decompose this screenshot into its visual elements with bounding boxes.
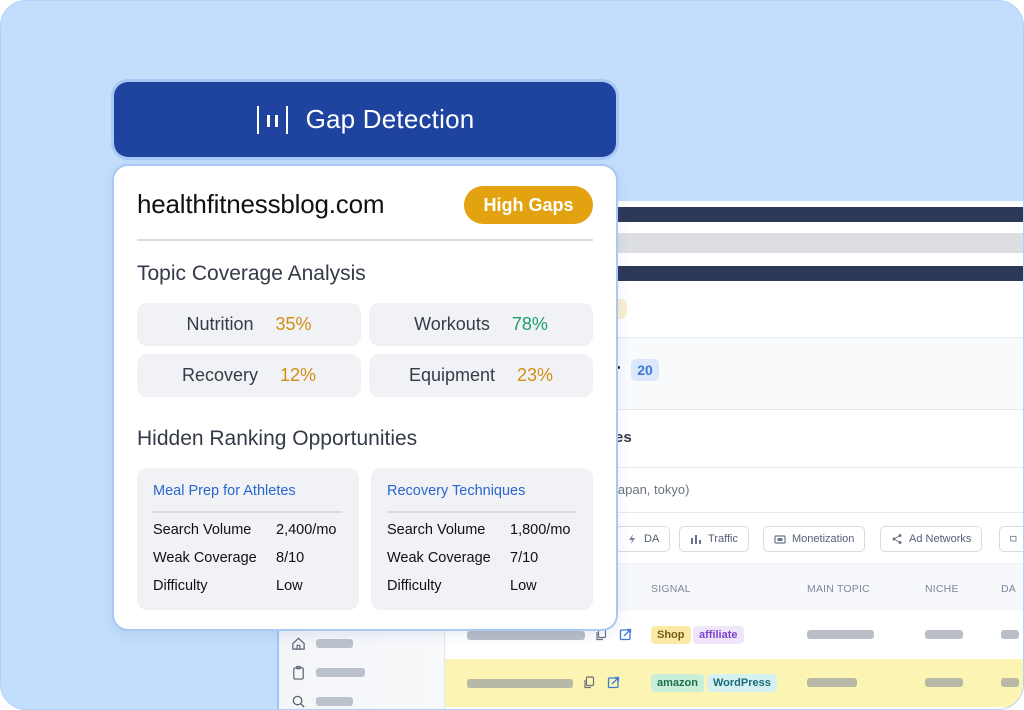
topic-workouts: Workouts 78% <box>369 303 593 346</box>
filter-chip-label: Traffic <box>708 533 738 545</box>
sidebar-item-clipboard[interactable] <box>291 665 365 680</box>
da-placeholder <box>1001 630 1019 639</box>
topic-percentage: 35% <box>275 314 312 334</box>
gap-detection-header: Gap Detection <box>114 82 616 157</box>
bar-chart-icon <box>691 535 701 544</box>
sidebar-item-search[interactable] <box>291 694 353 709</box>
signal-tag: affiliate <box>693 626 744 644</box>
table-row[interactable]: amazon WordPress <box>445 659 1023 707</box>
gap-report-card: healthfitnessblog.com High Gaps Topic Co… <box>114 166 616 629</box>
signal-tag: Shop <box>651 626 691 644</box>
metric-value: 8/10 <box>276 550 305 566</box>
domain-placeholder <box>467 631 585 640</box>
topic-recovery: Recovery 12% <box>137 354 361 397</box>
bar-chart-icon <box>256 105 288 134</box>
chat-icon <box>1010 535 1017 542</box>
divider <box>137 239 593 241</box>
column-header-main-topic[interactable]: MAIN TOPIC <box>807 583 870 595</box>
results-header <box>279 410 1023 468</box>
metric-label: Weak Coverage <box>153 550 257 566</box>
filter-chip-label: Monetization <box>792 533 855 545</box>
opportunity-title[interactable]: Meal Prep for Athletes <box>153 483 296 499</box>
metric-value: 2,400/mo <box>276 522 337 538</box>
share-icon <box>892 534 902 544</box>
copy-icon[interactable] <box>595 628 608 641</box>
divider <box>153 511 342 513</box>
external-link-icon[interactable] <box>607 676 620 689</box>
sidebar-label-placeholder <box>316 668 365 677</box>
lightning-icon <box>629 534 635 544</box>
filter-chip-traffic[interactable]: Traffic <box>679 526 749 552</box>
metric-label: Search Volume <box>153 522 252 538</box>
domain-placeholder <box>467 679 573 688</box>
niche-placeholder <box>925 678 963 687</box>
clipboard-icon <box>293 665 304 680</box>
table-row[interactable]: Shop affiliate <box>445 611 1023 659</box>
metric-label: Weak Coverage <box>387 550 491 566</box>
topic-percentage: 23% <box>517 365 554 385</box>
home-icon <box>292 637 305 650</box>
signal-tag: WordPress <box>707 674 777 692</box>
topic-percentage: 78% <box>511 314 548 334</box>
filter-chip-monetization[interactable]: Monetization <box>763 526 866 552</box>
metric-value: 1,800/mo <box>510 522 571 538</box>
sidebar-label-placeholder <box>316 639 353 648</box>
column-header-signal[interactable]: SIGNAL <box>651 583 691 595</box>
topic-nutrition: Nutrition 35% <box>137 303 361 346</box>
metric-label: Difficulty <box>387 578 442 594</box>
da-placeholder <box>1001 678 1019 687</box>
dot <box>617 366 620 369</box>
topic-percentage: 12% <box>280 365 317 385</box>
filter-summary-text: japan, tokyo) <box>615 482 690 497</box>
opportunity-card: Recovery Techniques Search Volume 1,800/… <box>371 468 593 610</box>
coverage-section-title: Topic Coverage Analysis <box>137 262 366 285</box>
status-badge: High Gaps <box>464 186 593 224</box>
signal-tag: amazon <box>651 674 704 692</box>
sidebar-label-placeholder <box>316 697 353 706</box>
main-topic-placeholder <box>807 678 857 687</box>
money-icon <box>774 535 786 544</box>
filter-chip-label: DA <box>644 533 660 545</box>
header-title: Gap Detection <box>305 104 475 134</box>
metric-value: Low <box>276 578 303 594</box>
search-icon <box>292 695 305 708</box>
metric-value: Low <box>510 578 537 594</box>
niche-placeholder <box>925 630 963 639</box>
opportunity-card: Meal Prep for Athletes Search Volume 2,4… <box>137 468 359 610</box>
external-link-icon[interactable] <box>619 628 632 641</box>
copy-icon[interactable] <box>583 676 596 689</box>
filter-chip-label: Ad Networks <box>909 533 972 545</box>
opportunity-title[interactable]: Recovery Techniques <box>387 483 526 499</box>
metric-value: 7/10 <box>510 550 539 566</box>
topic-name: Recovery <box>181 365 258 385</box>
topic-name: Equipment <box>408 365 496 385</box>
filter-summary <box>279 468 1023 513</box>
main-topic-placeholder <box>807 630 874 639</box>
sidebar-item-home[interactable] <box>291 636 353 651</box>
divider <box>387 511 576 513</box>
filter-chip-da[interactable]: DA <box>615 526 671 552</box>
metric-label: Search Volume <box>387 522 486 538</box>
domain-name: healthfitnessblog.com <box>137 189 385 219</box>
topic-equipment: Equipment 23% <box>369 354 593 397</box>
topic-name: Workouts <box>414 314 490 334</box>
opportunities-section-title: Hidden Ranking Opportunities <box>137 427 418 450</box>
metric-label: Difficulty <box>153 578 208 594</box>
section-title-fragment: es <box>615 429 632 446</box>
count-badge: 20 <box>631 359 659 381</box>
topic-name: Nutrition <box>186 314 254 334</box>
filter-chip-more[interactable] <box>999 526 1023 552</box>
info-section <box>279 281 1023 338</box>
filter-chip-ad-networks[interactable]: Ad Networks <box>880 526 983 552</box>
partial-badge <box>615 299 627 319</box>
column-header-da[interactable]: DA <box>1001 583 1016 595</box>
column-header-niche[interactable]: NICHE <box>925 583 959 595</box>
